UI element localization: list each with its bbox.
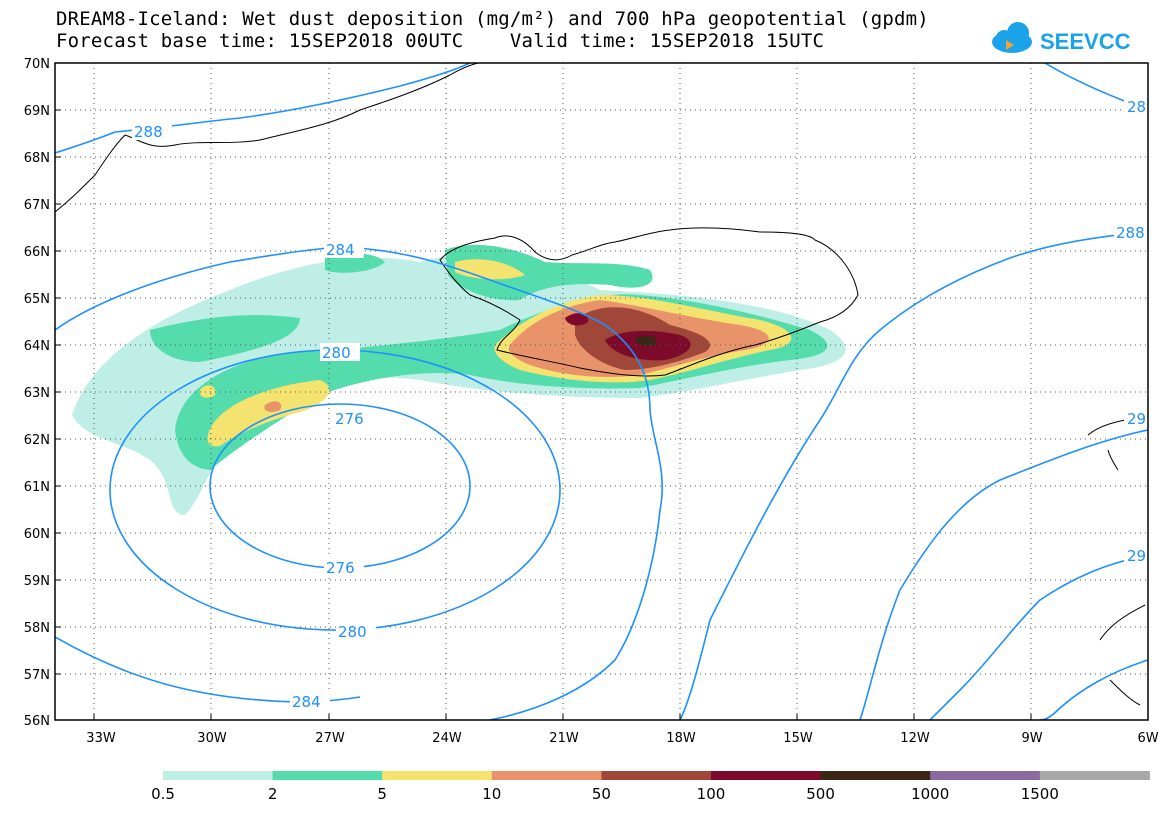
lon-label: 6W [1137, 731, 1158, 746]
colorbar-segment [820, 771, 931, 780]
contour-label: 276 [335, 410, 364, 428]
colorbar-label: 1000 [911, 785, 949, 803]
contour-labels: 288 284 280 276 276 280 284 288 28 29 29 [132, 97, 1148, 711]
longitude-labels: 33W 30W 27W 24W 21W 18W 15W 12W 9W 6W [86, 731, 1158, 746]
lat-label: 56N [24, 714, 50, 729]
chart-title: DREAM8-Iceland: Wet dust deposition (mg/… [56, 8, 929, 30]
latitude-labels: 70N 69N 68N 67N 66N 65N 64N 63N 62N 61N … [24, 57, 50, 729]
lon-label: 15W [783, 731, 813, 746]
colorbar-segment [163, 771, 274, 780]
lat-label: 68N [24, 151, 50, 166]
contour-label: 280 [322, 344, 351, 362]
dust-deposition-shading [72, 244, 846, 515]
chart-subtitle: Forecast base time: 15SEP2018 00UTC Vali… [56, 30, 825, 52]
lon-label: 9W [1021, 731, 1042, 746]
colorbar-segment [711, 771, 822, 780]
colorbar-label: 2 [268, 785, 278, 803]
colorbar-label: 50 [592, 785, 611, 803]
lat-label: 62N [24, 433, 50, 448]
lat-label: 65N [24, 292, 50, 307]
lat-label: 60N [24, 527, 50, 542]
contour-label: 284 [326, 241, 355, 259]
colorbar-segment [1039, 771, 1150, 780]
graticule [55, 63, 1148, 720]
colorbar-segment [382, 771, 493, 780]
lat-label: 66N [24, 245, 50, 260]
iceland-coast [439, 227, 859, 377]
colorbar-segment [930, 771, 1041, 780]
colorbar-segment [272, 771, 383, 780]
colorbar-label: 0.5 [151, 785, 175, 803]
lat-label: 67N [24, 198, 50, 213]
seevccc-logo: SEEVCCC [992, 22, 1130, 54]
colorbar-label: 500 [806, 785, 835, 803]
colorbar-segment [491, 771, 602, 780]
cloud-icon [992, 22, 1032, 53]
lat-label: 69N [24, 104, 50, 119]
contour-label: 288 [134, 123, 163, 141]
contour-label: 280 [338, 623, 367, 641]
contour-label: 276 [326, 559, 355, 577]
lat-label: 61N [24, 480, 50, 495]
contour-label: 29 [1127, 410, 1146, 428]
contour-label: 288 [1116, 224, 1145, 242]
lon-label: 27W [315, 731, 345, 746]
logo-text: SEEVCCC [1040, 29, 1130, 54]
colorbar-segment [601, 771, 712, 780]
tick-marks [55, 62, 1032, 720]
contour-label: 28 [1127, 98, 1146, 116]
lat-label: 59N [24, 574, 50, 589]
lat-label: 57N [24, 668, 50, 683]
colorbar: 0.5 2 5 10 50 100 500 1000 1500 [151, 771, 1150, 803]
colorbar-label: 10 [482, 785, 501, 803]
contour-label: 29 [1127, 547, 1146, 565]
contour-label: 284 [292, 693, 321, 711]
lat-label: 58N [24, 621, 50, 636]
colorbar-label: 5 [377, 785, 387, 803]
lon-label: 18W [666, 731, 696, 746]
colorbar-label: 100 [697, 785, 726, 803]
lon-label: 12W [900, 731, 930, 746]
lon-label: 21W [549, 731, 579, 746]
colorbar-label: 1500 [1021, 785, 1059, 803]
lat-label: 64N [24, 339, 50, 354]
lon-label: 30W [197, 731, 227, 746]
coastlines [55, 63, 1146, 706]
lat-label: 70N [24, 57, 50, 72]
lon-label: 24W [432, 731, 462, 746]
lat-label: 63N [24, 386, 50, 401]
lon-label: 33W [86, 731, 116, 746]
